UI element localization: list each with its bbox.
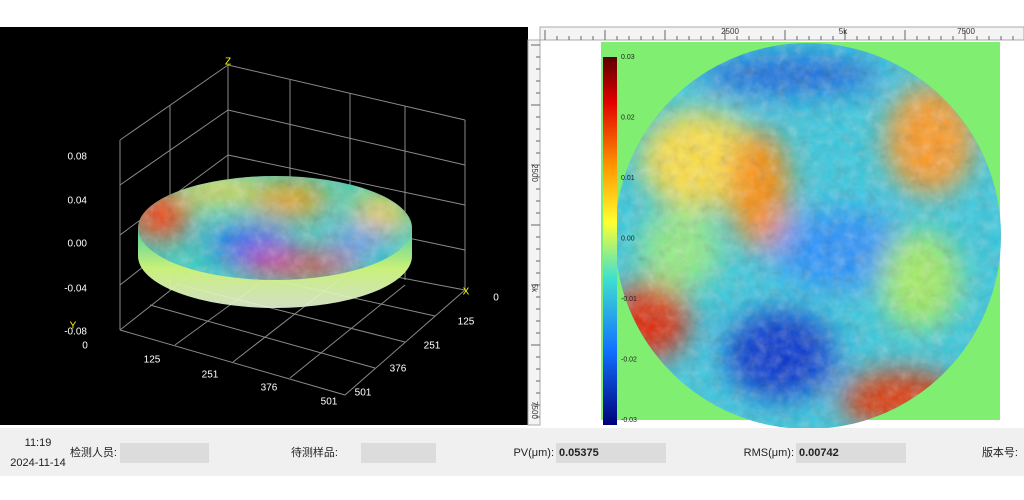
- inspector-label: 检测人员:: [70, 445, 117, 459]
- y-tick-label: 501: [321, 397, 338, 408]
- y-tick-label: 376: [261, 383, 278, 394]
- sample-label: 待测样品:: [291, 445, 338, 459]
- pv-label: PV(μm):: [513, 447, 554, 459]
- colorbar-label: 0.03: [621, 54, 635, 61]
- ruler-label: 5k: [530, 284, 539, 293]
- ruler-label: 2500: [530, 164, 539, 182]
- axis-label: Y: [70, 321, 77, 332]
- axis-label: X: [463, 287, 470, 298]
- time: 11:19: [25, 437, 52, 449]
- y-tick-label: 0: [82, 341, 88, 352]
- x-tick-label: 251: [424, 341, 441, 352]
- pv-value: 0.05375: [559, 447, 599, 459]
- colorbar-label: -0.03: [621, 417, 637, 424]
- ruler-label: 5k: [839, 27, 848, 36]
- ruler-label: 7500: [957, 27, 975, 36]
- ruler-label: 7500: [530, 401, 539, 419]
- colorbar-label: -0.01: [621, 296, 637, 303]
- version-label: 版本号:: [982, 445, 1018, 459]
- colorbar-label: 0.00: [621, 235, 635, 242]
- ruler-label: 2500: [721, 27, 739, 36]
- heatmap: [615, 43, 1001, 429]
- colorbar-label: 0.02: [621, 114, 635, 121]
- inspector-input[interactable]: [120, 443, 209, 463]
- date: 2024-11-14: [10, 457, 65, 469]
- axis-label: Z: [225, 57, 231, 68]
- surface-3d: [138, 176, 412, 308]
- top-ruler: [539, 26, 1024, 41]
- colorbar-label: -0.02: [621, 356, 637, 363]
- z-tick-label: -0.04: [64, 284, 87, 295]
- rms-label: RMS(μm):: [744, 447, 794, 459]
- y-tick-label: 125: [144, 355, 161, 366]
- z-tick-label: 0.08: [68, 152, 88, 163]
- left-ruler: [527, 39, 541, 426]
- rms-field: [796, 443, 906, 463]
- x-tick-label: 501: [355, 388, 372, 399]
- x-tick-label: 0: [493, 293, 499, 304]
- sample-input[interactable]: [361, 443, 436, 463]
- colorbar-label: 0.01: [621, 175, 635, 182]
- rms-value: 0.00742: [799, 447, 839, 459]
- z-tick-label: 0.04: [68, 196, 88, 207]
- y-tick-label: 251: [202, 370, 219, 381]
- z-tick-label: 0.00: [68, 239, 88, 250]
- pv-field: [556, 443, 666, 463]
- x-tick-label: 125: [458, 317, 475, 328]
- colorbar: [603, 57, 617, 425]
- z-tick-label: -0.08: [64, 327, 87, 338]
- x-tick-label: 376: [390, 364, 407, 375]
